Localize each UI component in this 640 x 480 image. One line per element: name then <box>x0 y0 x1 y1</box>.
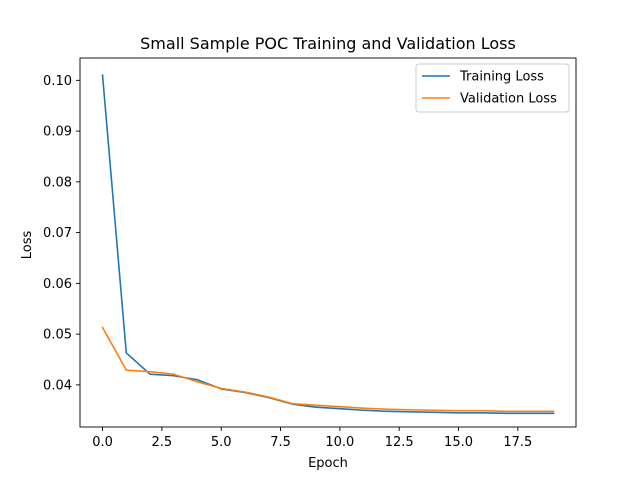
x-tick-label: 7.5 <box>270 435 291 450</box>
x-tick-label: 5.0 <box>211 435 232 450</box>
legend-label: Validation Loss <box>460 92 557 107</box>
y-tick-label: 0.05 <box>43 328 72 343</box>
y-tick-label: 0.04 <box>43 378 72 393</box>
axes-frame <box>79 57 577 428</box>
x-tick-label: 12.5 <box>385 435 414 450</box>
x-tick-label: 10.0 <box>325 435 354 450</box>
legend-box <box>415 63 570 113</box>
x-tick-label: 0.0 <box>92 435 113 450</box>
y-tick-label: 0.09 <box>43 125 72 140</box>
x-tick-label: 17.5 <box>503 435 532 450</box>
x-axis-label: Epoch <box>308 456 348 471</box>
legend-label: Training Loss <box>459 70 544 85</box>
y-tick-label: 0.08 <box>43 175 72 190</box>
chart-title: Small Sample POC Training and Validation… <box>140 34 516 53</box>
series-line-training-loss <box>101 74 555 415</box>
y-tick-label: 0.07 <box>43 226 72 241</box>
x-tick-label: 2.5 <box>152 435 173 450</box>
y-tick-label: 0.06 <box>43 277 72 292</box>
legend: Training Loss Validation Loss <box>415 63 570 113</box>
y-tick-label: 0.10 <box>43 74 72 89</box>
y-axis-label: Loss <box>20 231 35 260</box>
x-tick-label: 15.0 <box>444 435 473 450</box>
plot-area: 0.0 2.5 5.0 7.5 10.0 12.5 15.0 17.5 0.04 0.05 0.06… <box>43 57 577 450</box>
series-line-validation-loss <box>101 326 555 413</box>
